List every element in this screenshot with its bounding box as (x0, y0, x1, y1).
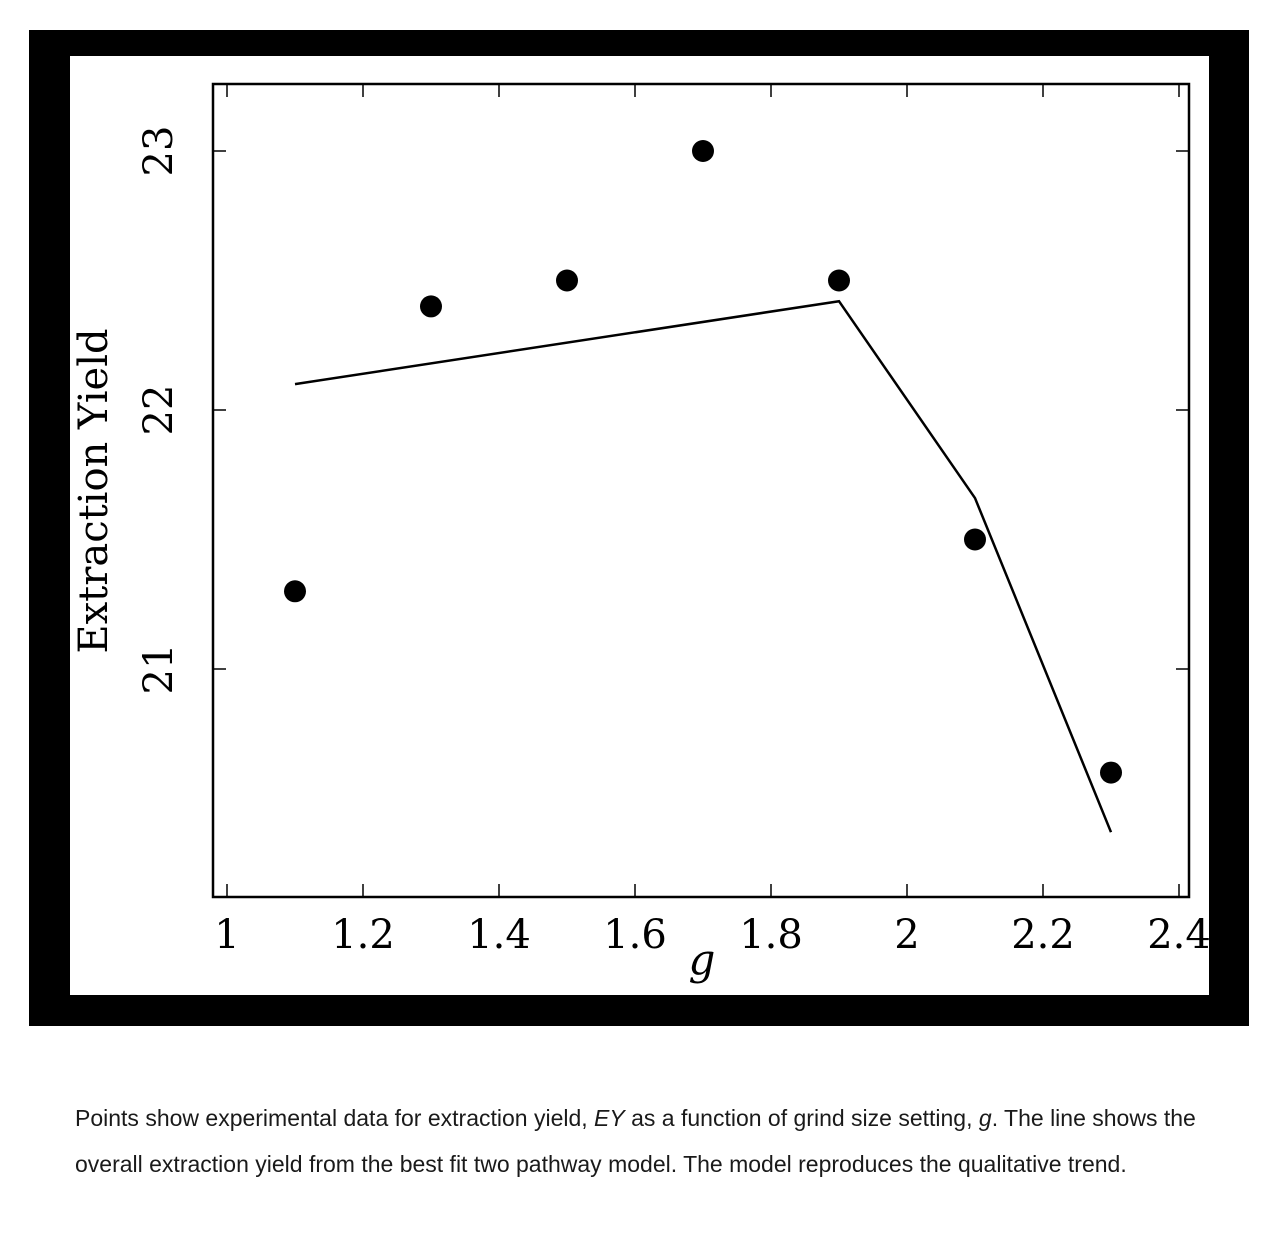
caption-text-1: Points show experimental data for extrac… (75, 1105, 595, 1131)
x-axis-label: g (689, 935, 716, 984)
figure-frame: 1 1.2 1.4 1.6 1.8 2 2.2 2.4 21 22 23 g Extraction… (29, 30, 1249, 1026)
x-tick-label: 2 (894, 912, 919, 958)
caption-ey-symbol: EY (594, 1105, 625, 1131)
data-point (556, 269, 578, 292)
x-tick-label: 2.4 (1147, 912, 1209, 958)
y-tick-label: 23 (136, 126, 182, 177)
data-point (692, 140, 714, 162)
figure-caption: Points show experimental data for extrac… (75, 1095, 1225, 1187)
x-tick-label: 1.4 (467, 912, 531, 958)
figure-panel: 1 1.2 1.4 1.6 1.8 2 2.2 2.4 21 22 23 g Extraction… (70, 56, 1209, 995)
model-line (294, 299, 1113, 833)
x-tick-label: 1.2 (331, 912, 395, 958)
caption-text-2: as a function of grind size setting, (624, 1105, 979, 1131)
x-tick-label: 1 (214, 912, 239, 958)
experimental-points-series (284, 140, 1122, 784)
caption-g-symbol: g (978, 1105, 992, 1131)
y-tick-label: 22 (136, 385, 182, 436)
y-axis-ticks: 21 22 23 (136, 126, 1189, 695)
x-tick-label: 1.8 (739, 912, 803, 958)
x-tick-label: 2.2 (1011, 912, 1075, 958)
data-point (1100, 761, 1122, 784)
data-point (828, 269, 850, 292)
caption-text-3: . The line shows the overall extraction … (75, 1105, 1196, 1177)
y-tick-label: 21 (136, 644, 182, 695)
model-line-series (294, 299, 1113, 833)
chart: 1 1.2 1.4 1.6 1.8 2 2.2 2.4 21 22 23 g Extraction… (71, 82, 1209, 984)
x-axis-ticks: 1 1.2 1.4 1.6 1.8 2 2.2 2.4 (214, 84, 1209, 958)
y-axis-label: Extraction Yield (71, 328, 117, 653)
data-point (284, 580, 306, 603)
data-point (964, 528, 986, 551)
plot-area-border (211, 82, 1191, 899)
data-point (420, 295, 442, 318)
x-tick-label: 1.6 (603, 912, 667, 958)
